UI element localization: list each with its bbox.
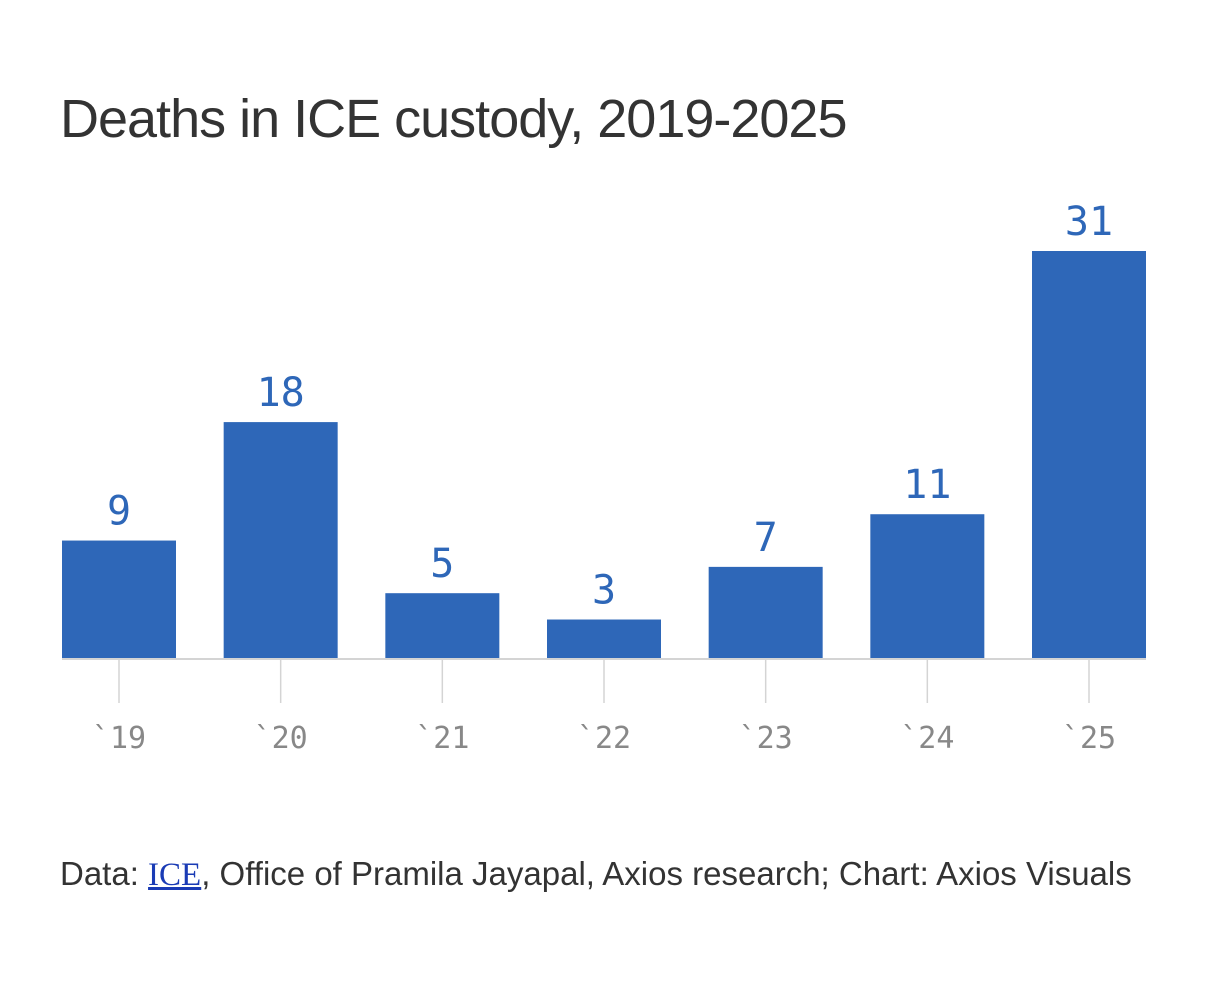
source-note: Data: ICE, Office of Pramila Jayapal, Ax… xyxy=(60,838,1160,911)
bar-20 xyxy=(223,422,338,659)
x-tick-label-19: `19 xyxy=(92,721,146,756)
value-label-21: 5 xyxy=(430,541,454,587)
bar-25 xyxy=(1032,251,1146,659)
x-tick-label-22: `22 xyxy=(577,721,631,756)
bar-chart: 9 18 5 3 7 11 31 `19 `20 `21 `22 `23 `24 `25 xyxy=(62,199,1146,756)
value-label-25: 31 xyxy=(1065,199,1113,245)
bar-23 xyxy=(708,566,823,659)
bar-21 xyxy=(385,593,500,659)
x-tick-label-24: `24 xyxy=(900,721,954,756)
value-label-20: 18 xyxy=(257,370,305,416)
value-label-22: 3 xyxy=(592,568,616,614)
value-label-23: 7 xyxy=(754,515,778,561)
bar-24 xyxy=(870,514,985,659)
value-label-19: 9 xyxy=(107,489,131,535)
x-tick-label-20: `20 xyxy=(254,721,308,756)
x-tick-label-23: `23 xyxy=(739,721,793,756)
source-link-ice[interactable]: ICE xyxy=(148,857,202,893)
x-tick-label-25: `25 xyxy=(1062,721,1116,756)
bar-19 xyxy=(62,540,176,659)
chart-title: Deaths in ICE custody, 2019-2025 xyxy=(60,89,847,149)
bar-22 xyxy=(547,619,661,659)
value-labels-group: 9 18 5 3 7 11 31 xyxy=(107,199,1113,614)
x-tick-label-21: `21 xyxy=(415,721,469,756)
value-label-24: 11 xyxy=(903,462,951,508)
x-tick-labels-group: `19 `20 `21 `22 `23 `24 `25 xyxy=(92,721,1116,756)
bars-group xyxy=(62,251,1146,659)
source-prefix: Data: xyxy=(60,855,149,892)
x-axis-ticks xyxy=(118,659,1090,703)
source-suffix: , Office of Pramila Jayapal, Axios resea… xyxy=(201,855,1132,892)
